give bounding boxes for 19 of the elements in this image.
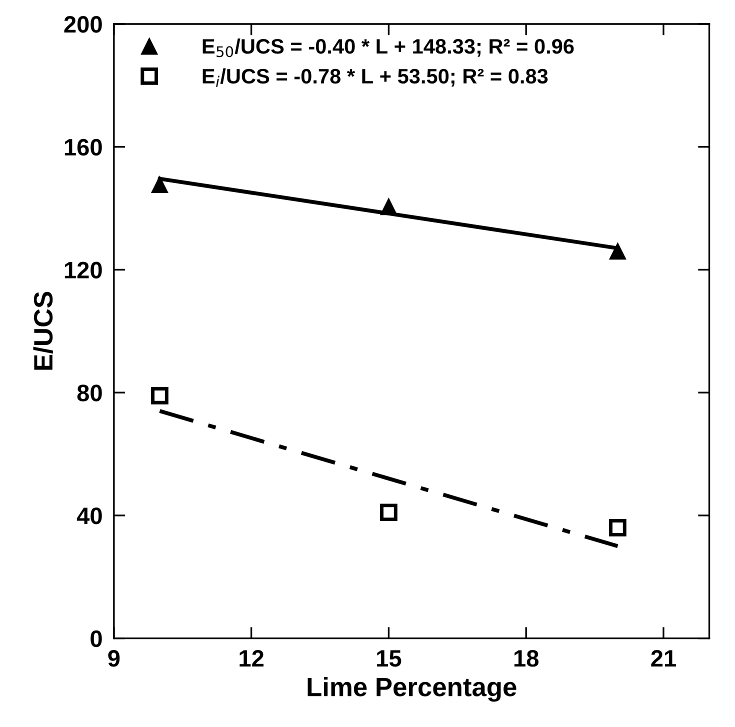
x-tick-label: 21 (651, 650, 676, 667)
legend-label: E$_{50}$/UCS = -0.40 * L + 148.33; R² = 0.96 (202, 38, 574, 58)
x-axis-title: Lime Percentage (308, 676, 516, 702)
y-tick-label: 0 (90, 630, 102, 648)
y-tick-label: 200 (64, 16, 102, 33)
point (151, 176, 168, 193)
x-tick-label: 15 (377, 650, 402, 667)
y-tick-label: 40 (76, 508, 102, 524)
y-axis-title: E/UCS (33, 292, 53, 370)
y-tick-label: 80 (77, 384, 102, 402)
point (609, 519, 626, 536)
y-tick-label: 160 (64, 138, 102, 156)
point (380, 504, 398, 522)
x-tick-label: 12 (240, 650, 264, 667)
x-tick-label: 9 (108, 650, 120, 667)
y-tick-label: 120 (64, 262, 102, 279)
x-tick-label: 18 (514, 650, 538, 667)
legend-label: E$_{i}$/UCS = -0.78 * L + 53.50; R² = 0.83 (202, 68, 548, 87)
point (151, 386, 168, 404)
